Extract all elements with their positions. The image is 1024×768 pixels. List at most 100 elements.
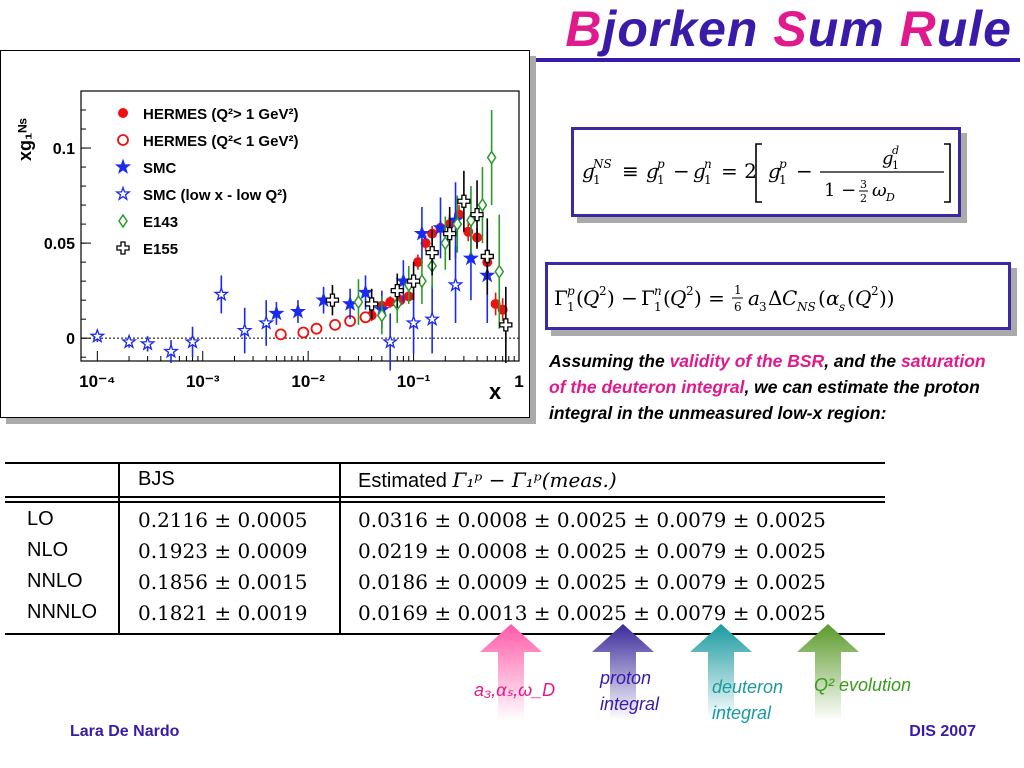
data-point-series-3 <box>382 333 399 349</box>
y-tick-label: 0 <box>66 331 75 348</box>
data-point-series-1 <box>310 322 323 335</box>
data-point-series-0 <box>490 298 501 309</box>
data-point-series-3 <box>405 314 422 330</box>
svg-text:1 −: 1 − <box>824 180 856 201</box>
data-point-series-4 <box>494 264 505 279</box>
svg-text:p: p <box>567 284 575 298</box>
table-row-1-estimate: 0.0219 ± 0.0008 ± 0.0025 ± 0.0079 ± 0.00… <box>358 539 826 563</box>
label-proton-1: proton <box>600 668 652 688</box>
svg-text:)): )) <box>879 286 895 310</box>
svg-text:) =: ) = <box>694 286 725 310</box>
svg-text:3: 3 <box>759 300 767 314</box>
svg-text:1: 1 <box>654 300 662 314</box>
y-tick-label: 0.1 <box>53 141 75 158</box>
data-point-series-2 <box>413 225 430 241</box>
svg-text:C: C <box>782 286 797 310</box>
data-point-series-3 <box>213 286 230 302</box>
data-point-series-5 <box>425 245 439 260</box>
para-text-1: Assuming the <box>549 351 670 371</box>
svg-text:(: ( <box>663 286 671 310</box>
svg-text:Δ: Δ <box>768 286 782 310</box>
legend-label-3: SMC (low x - low Q²) <box>143 187 287 204</box>
table-header-rule-2 <box>5 501 885 503</box>
assumption-paragraph: Assuming the validity of the BSR, and th… <box>549 348 989 426</box>
legend-label-5: E155 <box>143 241 178 258</box>
data-point-series-2 <box>462 249 479 266</box>
title-underline <box>530 58 1020 62</box>
svg-text:NS: NS <box>592 157 612 171</box>
data-point-series-3 <box>258 314 275 330</box>
svg-text:6: 6 <box>734 300 742 314</box>
data-point-series-3 <box>89 327 106 344</box>
title-letter-r: R <box>899 1 937 57</box>
legend-label-1: HERMES (Q²< 1 GeV²) <box>143 133 298 150</box>
table-row-2-order: NNLO <box>27 570 83 592</box>
data-point-series-0 <box>412 257 423 268</box>
footer-conference: DIS 2007 <box>909 723 976 740</box>
scatter-plot: 0 0.05 0.1 10⁻⁴ 10⁻³ 10⁻² 10⁻¹ 1x xg₁ᴺˢ HERMES (Q… <box>15 90 524 404</box>
svg-text:(: ( <box>576 286 584 310</box>
svg-text:Q: Q <box>670 286 686 310</box>
svg-text:1: 1 <box>704 173 712 187</box>
svg-text:= 2: = 2 <box>721 159 757 183</box>
svg-text:2: 2 <box>686 284 694 298</box>
data-point-series-4 <box>477 197 488 213</box>
eq1-svg: g 1 NS ≡ g 1 p − g 1 n = 2 g 1 p − g 1 d… <box>582 143 951 205</box>
data-point-series-5 <box>457 194 471 208</box>
svg-text:g: g <box>582 159 595 183</box>
svg-text:1: 1 <box>779 173 787 187</box>
table-row-3-bjs: 0.1821 ± 0.0019 <box>138 601 308 625</box>
svg-text:(: ( <box>847 286 855 310</box>
data-point-series-1 <box>274 328 287 341</box>
svg-text:n: n <box>704 157 712 171</box>
header-bjs: BJS <box>138 468 175 490</box>
svg-text:1: 1 <box>734 283 742 297</box>
svg-text:2: 2 <box>599 284 607 298</box>
table-col-divider-2 <box>339 462 341 635</box>
data-point-series-3 <box>162 342 180 359</box>
legend-marker-1 <box>117 134 129 146</box>
results-table: BJS Estimated Γ₁ᵖ − Γ₁ᵖ(meas.) LO 0.2116 … <box>5 462 885 637</box>
svg-text:−: − <box>673 159 690 183</box>
table-row-2-bjs: 0.1856 ± 0.0015 <box>138 570 308 594</box>
svg-text:g: g <box>882 148 894 169</box>
data-point-series-5 <box>364 297 379 311</box>
legend-marker-0 <box>118 108 128 118</box>
svg-text:2: 2 <box>871 284 879 298</box>
label-couplings: a₃,αₛ,ω_D <box>474 680 556 700</box>
legend-marker-3 <box>114 185 132 201</box>
svg-text:Q: Q <box>583 286 599 310</box>
svg-text:d: d <box>892 144 899 157</box>
svg-text:a: a <box>748 286 760 310</box>
svg-text:1: 1 <box>593 173 601 187</box>
data-point-series-5 <box>499 318 513 332</box>
svg-text:1: 1 <box>892 159 899 172</box>
plot-area-frame <box>80 90 520 362</box>
table-row-0-order: LO <box>27 508 54 530</box>
header-estimated: Estimated Γ₁ᵖ − Γ₁ᵖ(meas.) <box>358 468 617 493</box>
svg-text:Γ: Γ <box>641 286 655 310</box>
footer-author: Lara De Nardo <box>70 723 180 740</box>
data-point-series-4 <box>486 150 497 165</box>
data-point-series-3 <box>139 335 156 351</box>
legend-label-2: SMC <box>143 160 177 177</box>
data-point-series-5 <box>443 226 457 241</box>
svg-text:g: g <box>768 159 781 183</box>
data-point-series-3 <box>121 333 138 349</box>
title-part-2: um <box>807 1 900 57</box>
svg-text:3: 3 <box>860 178 867 191</box>
data-point-series-4 <box>452 216 463 232</box>
y-axis-label: xg₁ᴺˢ <box>15 118 35 161</box>
x-tick-label: 10⁻³ <box>186 372 220 391</box>
table-row-3-estimate: 0.0169 ± 0.0013 ± 0.0025 ± 0.0079 ± 0.00… <box>358 601 826 625</box>
data-point-series-0 <box>463 226 474 237</box>
data-point-series-5 <box>390 283 404 298</box>
table-row-0-estimate: 0.0316 ± 0.0008 ± 0.0025 ± 0.0079 ± 0.00… <box>358 508 826 532</box>
table-row-0-bjs: 0.2116 ± 0.0005 <box>138 508 308 532</box>
data-point-series-1 <box>329 318 341 331</box>
table-row-3-order: NNNLO <box>27 601 98 623</box>
y-tick-label: 0.05 <box>44 236 75 253</box>
title-letter-b: B <box>565 1 603 57</box>
svg-text:g: g <box>693 159 706 183</box>
svg-text:Q: Q <box>855 286 871 310</box>
